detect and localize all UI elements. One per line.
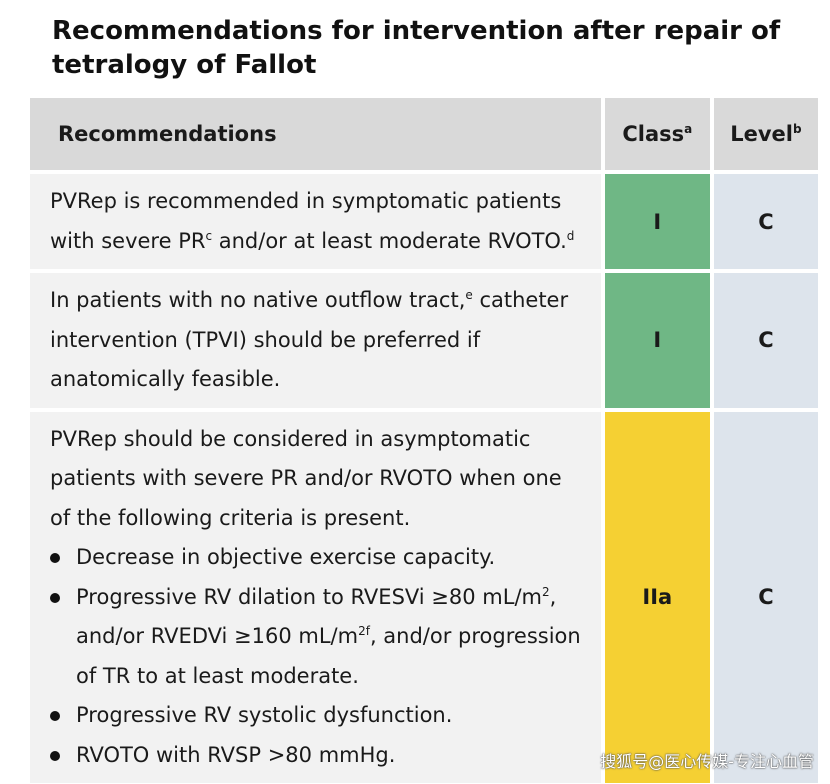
- header-level: Levelb: [709, 98, 818, 170]
- table-row: In patients with no native outflow tract…: [30, 269, 818, 408]
- bullet-icon: [50, 592, 60, 603]
- list-item: Decrease in objective exercise capacity.: [50, 538, 587, 578]
- level-cell: C: [709, 269, 818, 408]
- level-cell: C: [709, 170, 818, 269]
- bullet-icon: [50, 553, 60, 563]
- recommendation-text: PVRep should be considered in asymptomat…: [30, 407, 601, 783]
- table-header-row: Recommendations Classa Levelb: [30, 98, 818, 170]
- recommendation-text: PVRep is recommended in symptomatic pati…: [30, 170, 601, 269]
- recommendation-text: In patients with no native outflow tract…: [30, 269, 601, 408]
- bullet-icon: [50, 711, 60, 721]
- watermark: 搜狐号@医心传媒-专注心血管: [600, 752, 814, 771]
- bullet-icon: [50, 750, 60, 761]
- table-row: PVRep should be considered in asymptomat…: [30, 407, 818, 783]
- list-item: RVOTO with RVSP >80 mmHg.: [50, 736, 587, 776]
- class-cell: IIa: [600, 407, 710, 783]
- level-footnote-marker: b: [793, 122, 802, 136]
- list-item: Progressive RV dilation to RVESVi ≥80 mL…: [50, 578, 587, 697]
- table-row: PVRep is recommended in symptomatic pati…: [30, 170, 818, 269]
- recommendation-intro: PVRep should be considered in asymptomat…: [50, 426, 562, 530]
- recommendations-table: Recommendations Classa Levelb PVRep is r…: [30, 98, 818, 783]
- class-cell: I: [600, 269, 710, 408]
- header-class: Classa: [600, 98, 710, 170]
- class-cell: I: [600, 170, 710, 269]
- list-item: Progressive RV systolic dysfunction.: [50, 696, 587, 736]
- table-title: Recommendations for intervention after r…: [52, 16, 781, 80]
- header-recommendations: Recommendations: [30, 98, 601, 170]
- criteria-list: Decrease in objective exercise capacity.…: [50, 538, 587, 775]
- class-footnote-marker: a: [684, 122, 693, 136]
- level-cell: C: [709, 407, 818, 783]
